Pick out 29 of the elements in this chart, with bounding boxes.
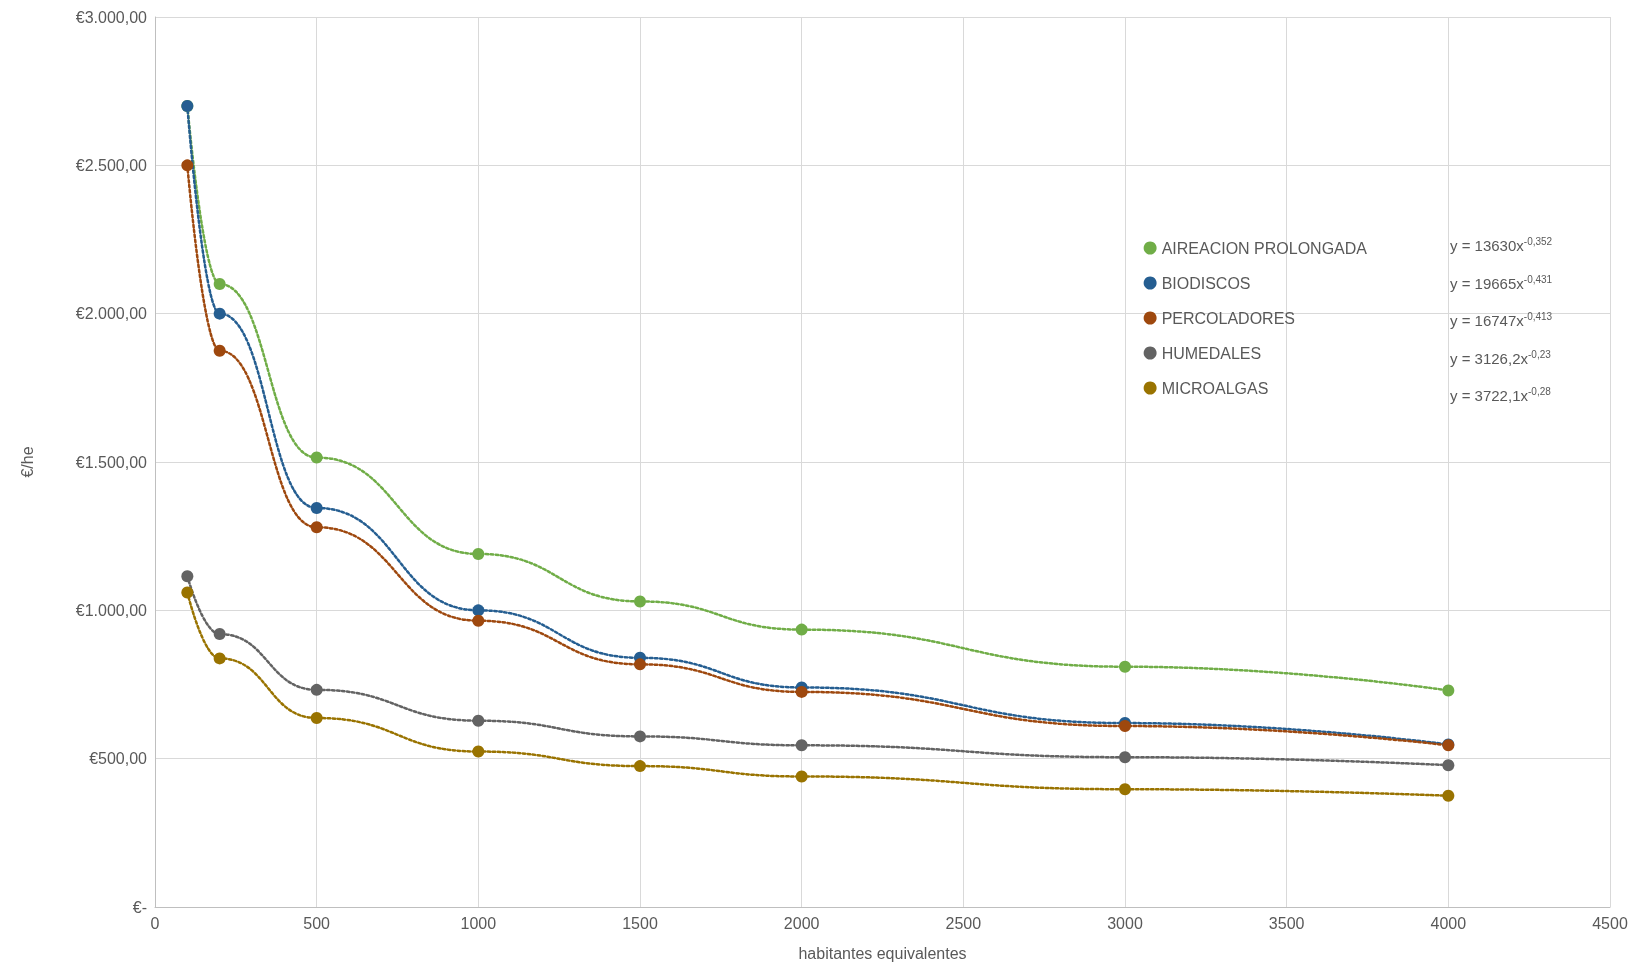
x-tick-label: 3000 [1107,914,1143,932]
y-tick-label: €500,00 [89,750,148,768]
x-tick-label: 1500 [622,914,658,932]
y-tick-label: €2.000,00 [75,305,148,323]
x-tick-label: 3500 [1268,914,1305,932]
y-tick-label: €3.000,00 [75,8,148,26]
x-tick-label: 0 [150,914,160,932]
annotation: y = 13630x$^{-0,352}$ [1450,236,1553,256]
legend-label: BIODISCOS [1161,274,1251,292]
annotation: y = 16747x$^{-0,413}$ [1450,311,1553,331]
legend-label: PERCOLADORES [1161,309,1295,327]
legend-label: HUMEDALES [1161,344,1262,362]
x-tick-label: 1000 [460,914,497,932]
legend-label: MICROALGAS [1161,379,1269,397]
y-tick-label: €1.500,00 [75,453,148,471]
x-axis-title: habitantes equivalentes [798,944,967,962]
x-tick-label: 4000 [1430,914,1467,932]
annotation: y = 3722,1x$^{-0,28}$ [1450,386,1552,406]
annotation: y = 19665x$^{-0,431}$ [1450,273,1553,294]
y-tick-label: €- [132,898,147,916]
legend-label: AIREACION PROLONGADA [1161,239,1368,257]
y-tick-label: €2.500,00 [75,156,148,174]
x-tick-label: 2500 [945,914,982,932]
y-axis-title: €/he [18,446,36,478]
annotation: y = 3126,2x$^{-0,23}$ [1450,348,1552,369]
x-tick-label: 500 [303,914,331,932]
x-tick-label: 4500 [1592,914,1628,932]
x-tick-label: 2000 [783,914,820,932]
y-tick-label: €1.000,00 [75,601,148,619]
